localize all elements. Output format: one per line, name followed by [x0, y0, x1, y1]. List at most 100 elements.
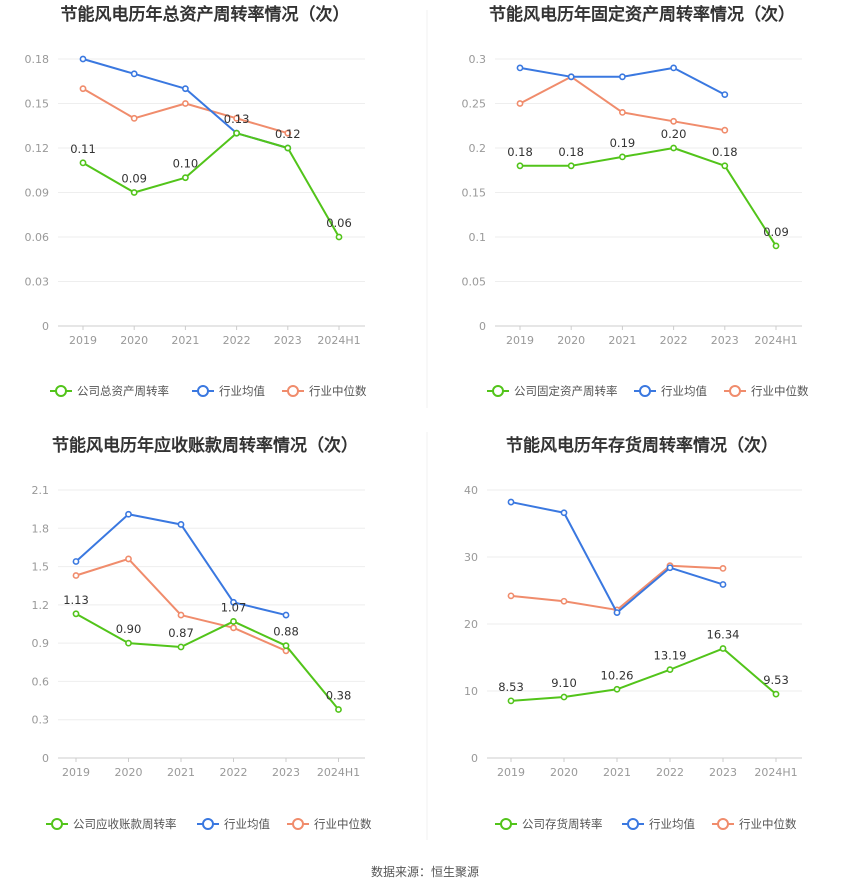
chart-panel: 节能风电历年总资产周转率情况（次） 0 0.03 0.06 0.09 0.12 0.15 0.…	[25, 4, 367, 398]
data-point	[560, 597, 568, 605]
data-point	[666, 666, 674, 674]
data-point	[670, 64, 677, 72]
legend-marker-icon	[717, 818, 729, 830]
legend-marker-icon	[292, 818, 304, 830]
data-point	[567, 162, 575, 170]
data-point	[507, 498, 515, 506]
legend-marker-icon	[627, 818, 639, 830]
legend-label: 行业中位数	[739, 817, 797, 831]
y-tick-label: 0.3	[469, 53, 487, 66]
data-label: 0.13	[224, 112, 250, 126]
data-point	[284, 129, 292, 137]
legend-marker-icon	[55, 385, 67, 397]
y-tick-label: 0.9	[32, 637, 50, 650]
data-point	[516, 162, 524, 170]
data-point	[507, 697, 515, 705]
data-point	[619, 109, 626, 116]
legend-label: 行业均值	[649, 817, 695, 831]
data-point	[230, 598, 237, 606]
chart-panel: 节能风电历年存货周转率情况（次） 0 10 20 30 40 2019 2020 2021 202…	[464, 435, 802, 831]
data-point	[719, 645, 727, 652]
x-tick-label: 2022	[223, 334, 251, 347]
data-point	[125, 639, 132, 647]
series-line-company	[82, 132, 340, 238]
series-line-industry-avg	[519, 66, 726, 96]
data-point	[335, 233, 343, 241]
data-label: 0.38	[326, 689, 352, 703]
legend-marker-icon	[197, 385, 209, 397]
legend-label: 行业中位数	[309, 384, 367, 398]
y-tick-label: 0.25	[462, 98, 487, 111]
legend-item-company[interactable]: 公司应收账款周转率	[46, 817, 177, 831]
series-line-industry-median	[82, 87, 289, 135]
series-line-company	[510, 647, 777, 702]
x-tick-label: 2020	[120, 334, 148, 347]
data-point	[721, 126, 729, 134]
y-tick-label: 0.6	[32, 675, 50, 688]
y-tick-label: 1.2	[32, 599, 50, 612]
legend-item-industry-median[interactable]: 行业中位数	[724, 384, 809, 398]
data-point	[772, 690, 780, 698]
x-tick-label: 2024H1	[754, 334, 797, 347]
legend-marker-icon	[202, 818, 214, 830]
data-point	[130, 114, 138, 122]
y-tick-label: 0.05	[462, 276, 487, 289]
legend-marker-icon	[729, 385, 741, 397]
data-label: 0.20	[661, 127, 687, 141]
data-point	[619, 73, 626, 81]
legend-label: 行业中位数	[314, 817, 372, 831]
data-point	[666, 564, 674, 572]
data-point	[613, 685, 621, 693]
legend-marker-icon	[287, 385, 299, 397]
data-point	[79, 159, 87, 167]
x-tick-label: 2019	[69, 334, 97, 347]
legend-item-industry-median[interactable]: 行业中位数	[712, 817, 797, 831]
legend-label: 行业均值	[224, 817, 270, 831]
legend-item-industry-median[interactable]: 行业中位数	[287, 817, 372, 831]
x-tick-label: 2023	[272, 766, 300, 779]
y-tick-label: 20	[464, 618, 478, 631]
data-label: 0.88	[273, 625, 299, 639]
legend-item-company[interactable]: 公司总资产周转率	[50, 384, 169, 398]
y-tick-label: 0	[42, 752, 49, 765]
data-label: 9.10	[551, 676, 577, 690]
x-tick-label: 2024H1	[317, 334, 360, 347]
data-point	[177, 521, 185, 528]
data-point	[516, 100, 524, 107]
data-point	[130, 189, 138, 196]
x-tick-label: 2019	[62, 766, 90, 779]
x-tick-label: 2020	[550, 766, 578, 779]
y-tick-label: 0.15	[25, 98, 50, 111]
legend-item-industry-avg[interactable]: 行业均值	[634, 384, 707, 398]
chart-title: 节能风电历年存货周转率情况（次）	[506, 435, 778, 456]
data-label: 1.13	[63, 593, 89, 607]
y-tick-label: 0	[42, 320, 49, 333]
x-tick-label: 2024H1	[754, 766, 797, 779]
data-label: 0.12	[275, 127, 301, 141]
legend-marker-icon	[500, 818, 512, 830]
y-tick-label: 1.8	[32, 522, 50, 535]
data-label: 0.18	[558, 145, 584, 159]
legend-item-industry-median[interactable]: 行业中位数	[282, 384, 367, 398]
data-point	[613, 609, 621, 617]
x-tick-label: 2022	[220, 766, 248, 779]
x-tick-label: 2020	[115, 766, 143, 779]
y-tick-label: 0.09	[25, 187, 50, 200]
source-label: 数据来源：恒生聚源	[371, 864, 479, 879]
x-tick-label: 2023	[711, 334, 739, 347]
legend-item-industry-avg[interactable]: 行业均值	[197, 817, 270, 831]
data-label: 10.26	[601, 668, 634, 682]
chart-panel: 节能风电历年应收账款周转率情况（次） 0 0.3 0.6 0.9 1.2 1.5 1.8 2.1…	[32, 435, 372, 831]
legend-item-industry-avg[interactable]: 行业均值	[622, 817, 695, 831]
data-point	[79, 55, 87, 63]
legend-item-industry-avg[interactable]: 行业均值	[192, 384, 265, 398]
legend-item-company[interactable]: 公司存货周转率	[495, 817, 603, 831]
legend-item-company[interactable]: 公司固定资产周转率	[487, 384, 618, 398]
data-point	[282, 611, 290, 619]
legend-marker-icon	[639, 385, 651, 397]
legend-label: 行业均值	[661, 384, 707, 398]
data-point	[181, 85, 189, 93]
legend-label: 行业中位数	[751, 384, 809, 398]
chart-title: 节能风电历年应收账款周转率情况（次）	[52, 435, 358, 456]
data-label: 0.19	[610, 136, 636, 150]
